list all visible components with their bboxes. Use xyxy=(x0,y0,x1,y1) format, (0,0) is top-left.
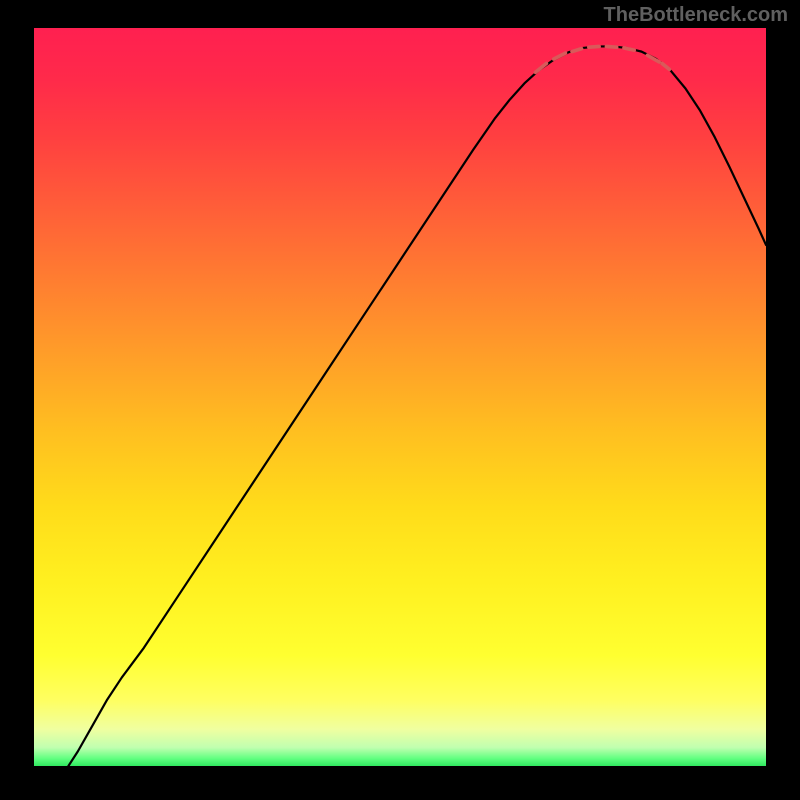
bottleneck-curve xyxy=(68,46,766,766)
curve-layer xyxy=(34,28,766,766)
watermark-text: TheBottleneck.com xyxy=(604,4,788,27)
plot-area xyxy=(34,28,766,766)
optimal-range-markers xyxy=(535,46,669,72)
